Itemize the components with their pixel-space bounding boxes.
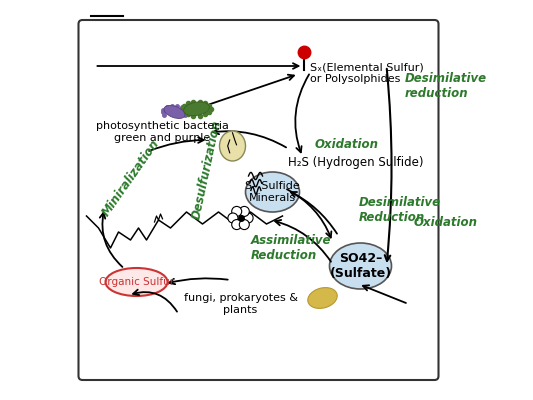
Ellipse shape (246, 172, 300, 212)
Ellipse shape (164, 106, 185, 118)
Text: Organic Sulfur: Organic Sulfur (99, 277, 174, 287)
Text: Oxidation: Oxidation (414, 216, 478, 228)
Ellipse shape (220, 131, 246, 161)
Ellipse shape (232, 220, 241, 230)
Ellipse shape (184, 102, 209, 116)
Text: SO42–
(Sulfate): SO42– (Sulfate) (329, 252, 392, 280)
Ellipse shape (239, 220, 249, 230)
Text: Desimilative
reduction: Desimilative reduction (405, 72, 487, 100)
Text: fungi, prokaryotes &
plants: fungi, prokaryotes & plants (183, 293, 297, 315)
Text: Miniralization: Miniralization (99, 137, 162, 219)
Text: Desulfurization: Desulfurization (190, 119, 223, 221)
Text: photosynthetic bacteria
green and purple: photosynthetic bacteria green and purple (96, 121, 229, 143)
Ellipse shape (308, 288, 337, 308)
Text: Assimilative
Reduction: Assimilative Reduction (251, 234, 331, 262)
Ellipse shape (329, 243, 392, 289)
Ellipse shape (232, 206, 241, 216)
Text: H₂S (Hydrogen Sulfide): H₂S (Hydrogen Sulfide) (288, 156, 424, 169)
Ellipse shape (243, 213, 253, 223)
Ellipse shape (239, 206, 249, 216)
Text: S– Sulfide
Minerals: S– Sulfide Minerals (245, 181, 300, 203)
Text: Oxidation: Oxidation (314, 138, 378, 150)
Text: Sₓ(Elemental Sulfur)
or Polysolphides: Sₓ(Elemental Sulfur) or Polysolphides (311, 62, 424, 84)
Ellipse shape (106, 268, 167, 296)
Ellipse shape (228, 213, 238, 223)
Text: Desimilative
Reduction: Desimilative Reduction (359, 196, 441, 224)
